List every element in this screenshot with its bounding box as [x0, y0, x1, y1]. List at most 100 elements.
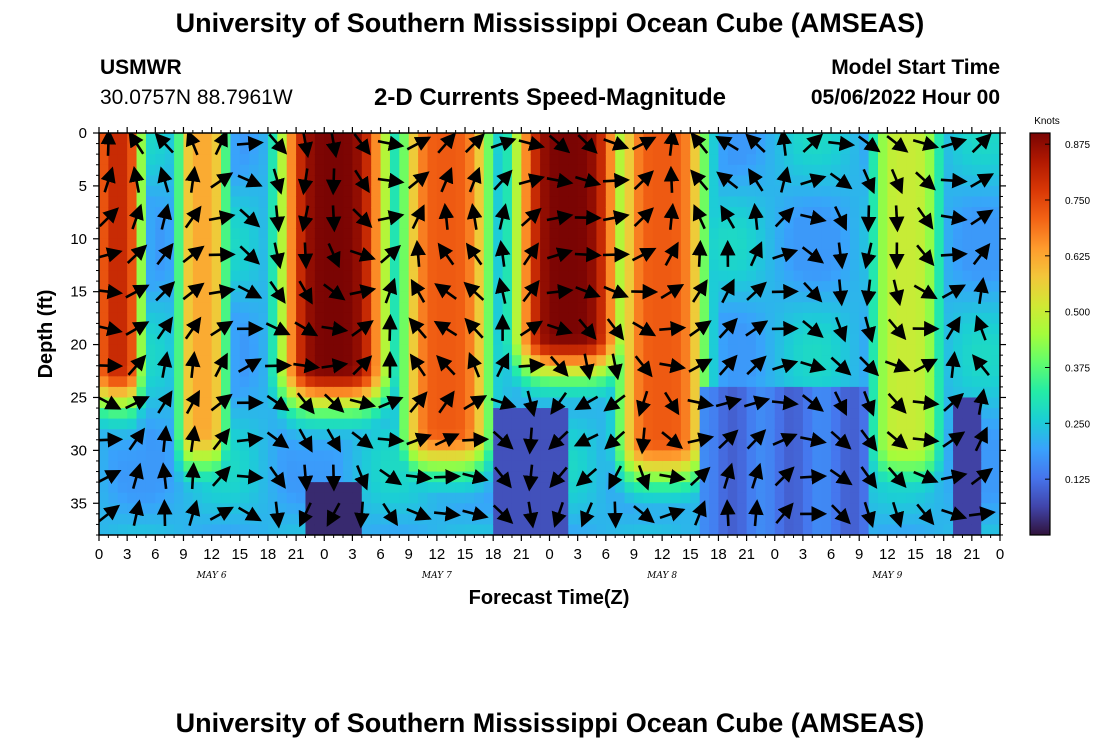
- heatmap-cell: [389, 386, 400, 399]
- heatmap-cell: [305, 281, 316, 293]
- heatmap-cell: [709, 133, 720, 145]
- heatmap-cell: [671, 524, 682, 535]
- heatmap-cell: [633, 249, 644, 261]
- heatmap-cell: [746, 460, 757, 473]
- heatmap-cell: [840, 418, 851, 430]
- heatmap-cell: [643, 291, 654, 303]
- heatmap-cell: [314, 207, 325, 219]
- heatmap-cell: [211, 164, 222, 176]
- current-vector: [659, 506, 686, 522]
- current-vector: [859, 356, 880, 377]
- current-vector: [490, 136, 517, 152]
- heatmap-cell: [568, 238, 579, 250]
- heatmap-cell: [633, 418, 644, 430]
- heatmap-cell: [258, 238, 269, 250]
- heatmap-cell: [812, 228, 823, 240]
- heatmap-cell: [436, 334, 447, 346]
- heatmap-cell: [990, 323, 1000, 335]
- heatmap-cell: [671, 185, 682, 198]
- heatmap-cell: [202, 460, 213, 473]
- heatmap-cell: [164, 217, 175, 229]
- heatmap-cell: [587, 450, 598, 462]
- heatmap-cell: [408, 259, 419, 272]
- heatmap-cell: [643, 154, 654, 166]
- heatmap-cell: [990, 175, 1000, 187]
- heatmap-cell: [568, 365, 579, 377]
- heatmap-cell: [587, 154, 598, 166]
- heatmap-cell: [849, 492, 860, 504]
- heatmap-cell: [709, 143, 720, 155]
- heatmap-cell: [136, 365, 147, 377]
- heatmap-cell: [99, 418, 109, 430]
- heatmap-cell: [896, 450, 907, 462]
- heatmap-cell: [530, 302, 541, 314]
- heatmap-cell: [221, 408, 231, 420]
- heatmap-cell: [108, 439, 119, 451]
- heatmap-cell: [511, 355, 522, 367]
- heatmap-cell: [849, 302, 860, 314]
- heatmap-cell: [596, 143, 607, 155]
- heatmap-cell: [953, 238, 964, 250]
- heatmap-cell: [211, 376, 222, 388]
- current-vector: [574, 395, 599, 411]
- heatmap-cell: [324, 418, 335, 430]
- heatmap-cell: [511, 196, 522, 208]
- heatmap-cell: [587, 228, 598, 240]
- heatmap-cell: [249, 439, 260, 451]
- heatmap-cell: [296, 270, 307, 282]
- heatmap-cell: [934, 249, 945, 261]
- current-vector: [297, 168, 314, 196]
- heatmap-cell: [202, 217, 213, 229]
- heatmap-cell: [343, 281, 354, 293]
- heatmap-cell: [530, 460, 541, 473]
- heatmap-cell: [727, 164, 738, 176]
- heatmap-cell: [887, 207, 898, 219]
- heatmap-cell: [314, 355, 325, 367]
- heatmap-cell: [953, 154, 964, 166]
- heatmap-cell: [981, 259, 992, 272]
- heatmap-cell: [577, 270, 588, 282]
- heatmap-cell: [727, 376, 738, 388]
- current-vector: [156, 203, 173, 230]
- heatmap-cell: [906, 397, 917, 409]
- heatmap-cell: [427, 270, 438, 282]
- heatmap-cell: [793, 249, 804, 261]
- current-vector: [99, 207, 119, 228]
- heatmap-cell: [483, 334, 494, 346]
- heatmap-cell: [117, 143, 128, 155]
- current-vector: [661, 431, 684, 450]
- heatmap-cell: [530, 386, 541, 399]
- heatmap-cell: [755, 207, 766, 219]
- heatmap-cell: [380, 238, 391, 250]
- heatmap-cell: [812, 344, 823, 356]
- heatmap-cell: [183, 281, 194, 293]
- heatmap-cell: [389, 408, 400, 420]
- heatmap-cell: [314, 249, 325, 261]
- current-vector: [434, 469, 462, 485]
- current-vector: [438, 390, 455, 414]
- heatmap-cell: [802, 408, 813, 420]
- heatmap-cell: [821, 524, 832, 535]
- x-tick-label: 3: [573, 546, 581, 563]
- current-vector: [800, 173, 827, 189]
- current-vector: [546, 283, 574, 300]
- heatmap-cell: [502, 450, 513, 462]
- heatmap-cell: [117, 524, 128, 535]
- heatmap-cell: [305, 133, 316, 145]
- current-vector: [492, 504, 514, 524]
- heatmap-cell: [455, 323, 466, 335]
- heatmap-cell: [568, 492, 579, 504]
- heatmap-cell: [943, 365, 954, 377]
- heatmap-cell: [192, 196, 203, 208]
- heatmap-cell: [906, 291, 917, 303]
- heatmap-cell: [343, 471, 354, 483]
- current-vector: [463, 281, 485, 301]
- heatmap-cell: [174, 344, 185, 356]
- heatmap-cell: [267, 334, 278, 346]
- heatmap-cell: [371, 217, 382, 229]
- heatmap-cell: [737, 175, 748, 187]
- heatmap-cell: [361, 524, 372, 535]
- heatmap-cell: [849, 355, 860, 367]
- heatmap-cell: [699, 450, 710, 462]
- heatmap-cell: [605, 355, 616, 367]
